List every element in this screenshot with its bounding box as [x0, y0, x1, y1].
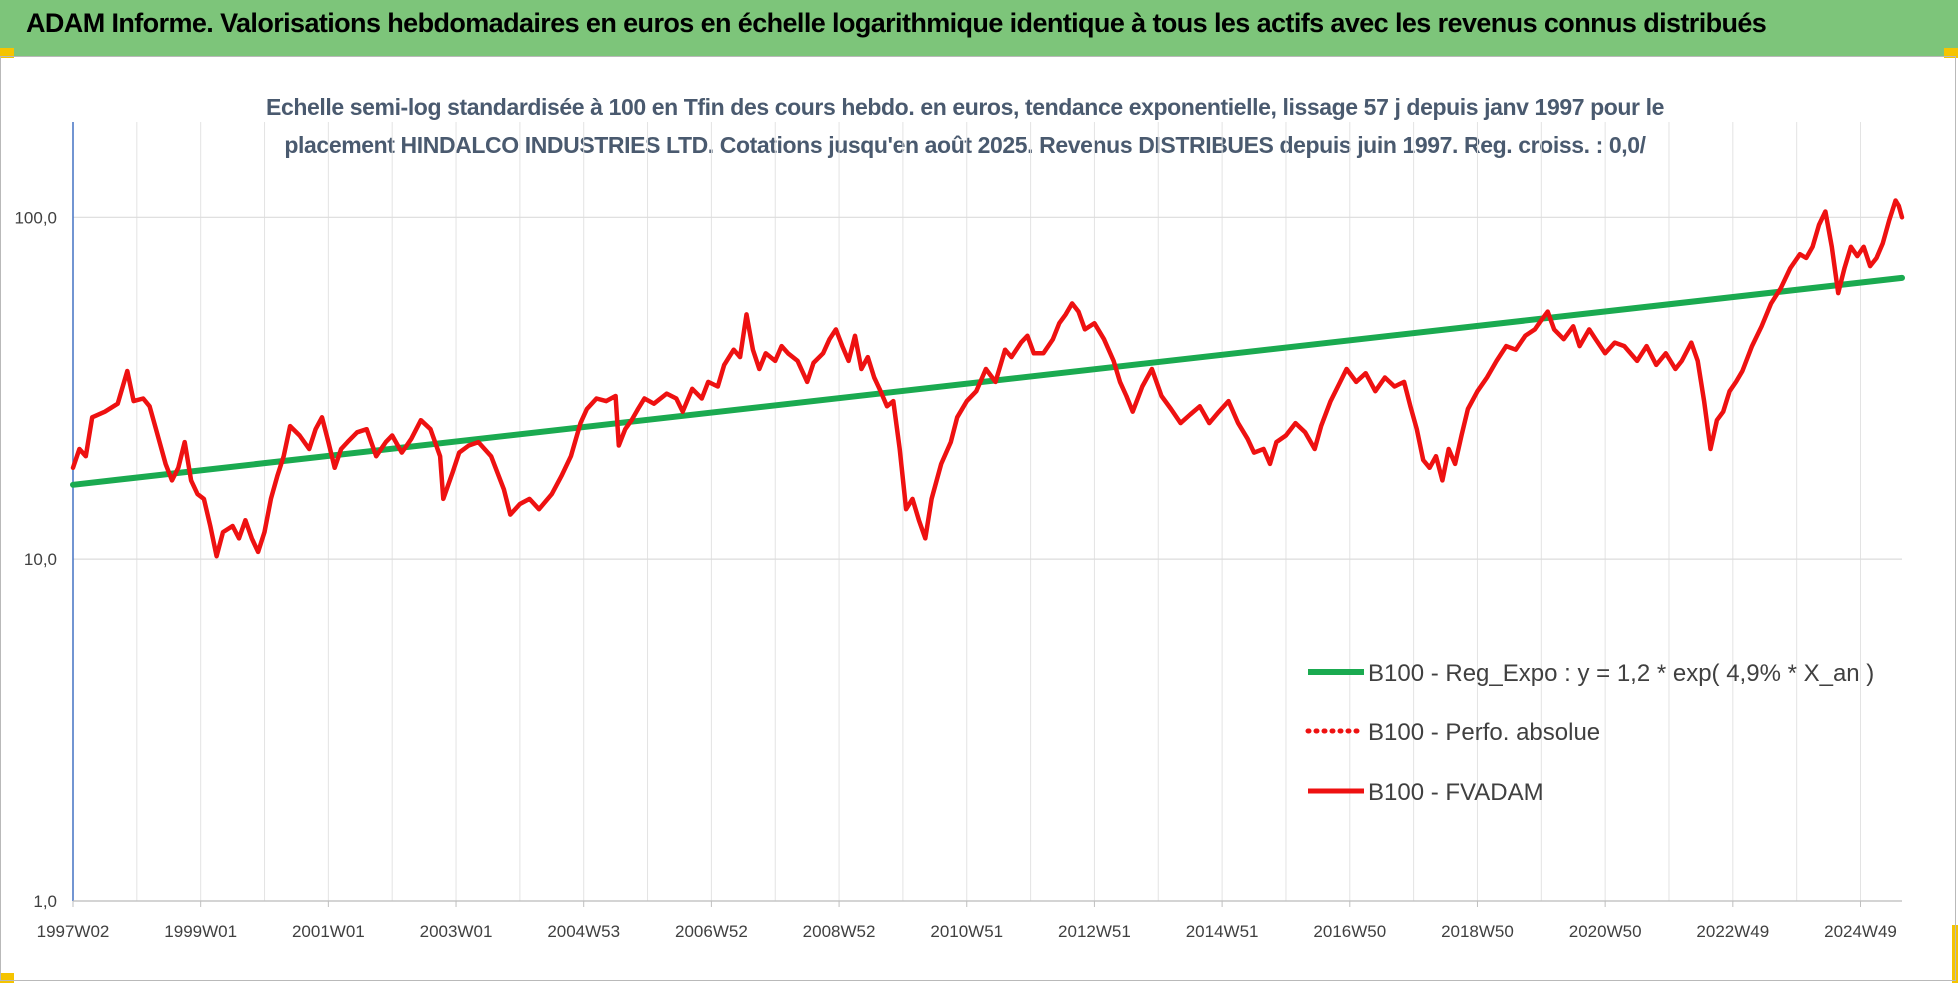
x-tick-label: 2018W50 [1441, 922, 1514, 941]
x-tick-label: 2006W52 [675, 922, 748, 941]
legend-label: B100 - Reg_Expo : y = 1,2 * exp( 4,9% * … [1368, 660, 1874, 687]
x-tick-label: 2016W50 [1313, 922, 1386, 941]
corner-marker [0, 973, 14, 983]
series-line-fvadam [70, 198, 1905, 559]
x-tick-label: 2012W51 [1058, 922, 1131, 941]
page-title: ADAM Informe. Valorisations hebdomadaire… [26, 8, 1767, 38]
x-tick-label: 2004W53 [547, 922, 620, 941]
chart-subtitle: Echelle semi-log standardisée à 100 en T… [230, 88, 1700, 164]
corner-marker [1944, 48, 1958, 58]
x-tick-label: 2008W52 [803, 922, 876, 941]
header-bar: ADAM Informe. Valorisations hebdomadaire… [0, 0, 1958, 56]
legend-label: B100 - FVADAM [1368, 779, 1544, 806]
y-tick-label: 1,0 [33, 892, 57, 911]
x-tick-label: 2001W01 [292, 922, 365, 941]
y-tick-label: 10,0 [24, 550, 57, 569]
x-tick-label: 2014W51 [1186, 922, 1259, 941]
x-tick-label: 2024W49 [1824, 922, 1897, 941]
legend-label: B100 - Perfo. absolue [1368, 719, 1600, 746]
x-tick-label: 1999W01 [164, 922, 237, 941]
x-tick-label: 1997W02 [37, 922, 110, 941]
x-tick-label: 2003W01 [420, 922, 493, 941]
chart-subtitle-line1: Echelle semi-log standardisée à 100 en T… [266, 94, 1664, 120]
y-tick-label: 100,0 [14, 208, 57, 227]
x-tick-label: 2022W49 [1696, 922, 1769, 941]
chart-subtitle-line2: placement HINDALCO INDUSTRIES LTD. Cotat… [284, 132, 1646, 158]
series-line-regression [70, 274, 1905, 488]
x-tick-label: 2020W50 [1569, 922, 1642, 941]
x-tick-label: 2010W51 [930, 922, 1003, 941]
chart-frame [0, 56, 1956, 981]
corner-marker [0, 48, 14, 58]
